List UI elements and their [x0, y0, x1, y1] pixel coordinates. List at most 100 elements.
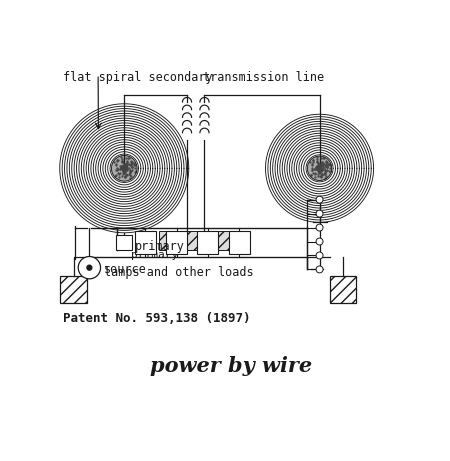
Point — [116, 170, 123, 177]
Point — [313, 164, 320, 171]
Point — [122, 168, 129, 175]
Point — [111, 158, 118, 165]
Point — [123, 165, 130, 172]
Circle shape — [316, 266, 323, 273]
Point — [321, 162, 328, 169]
Point — [128, 163, 135, 171]
Point — [317, 173, 324, 180]
Point — [123, 166, 130, 174]
Point — [315, 165, 323, 173]
Point — [316, 162, 323, 169]
Point — [118, 162, 126, 169]
Point — [129, 166, 136, 173]
Bar — [166, 231, 187, 254]
Point — [316, 172, 324, 179]
Point — [124, 165, 131, 172]
Circle shape — [316, 238, 323, 245]
Point — [325, 160, 333, 167]
Point — [311, 171, 318, 178]
Point — [316, 165, 323, 172]
Point — [120, 169, 127, 176]
Point — [318, 171, 325, 178]
Point — [317, 154, 324, 162]
Point — [120, 168, 127, 176]
Circle shape — [316, 196, 323, 203]
Point — [121, 165, 128, 172]
Point — [123, 171, 130, 178]
Point — [309, 166, 316, 174]
Point — [126, 162, 134, 169]
Point — [313, 162, 320, 170]
Point — [118, 157, 125, 164]
Point — [319, 165, 326, 172]
Text: flat spiral secondary: flat spiral secondary — [63, 71, 213, 83]
Point — [127, 161, 135, 168]
Point — [318, 166, 325, 174]
Text: primary: primary — [135, 240, 184, 253]
Circle shape — [307, 156, 332, 180]
Point — [322, 167, 329, 175]
Point — [129, 163, 136, 171]
Point — [318, 170, 325, 177]
Circle shape — [316, 252, 323, 259]
Bar — [330, 277, 356, 302]
Circle shape — [87, 265, 92, 270]
Point — [316, 164, 323, 171]
Point — [120, 167, 127, 175]
Bar — [117, 235, 132, 250]
Text: power by wire: power by wire — [149, 356, 312, 376]
Point — [120, 165, 127, 173]
Point — [322, 161, 329, 169]
Point — [122, 160, 130, 167]
Point — [318, 164, 325, 171]
Point — [121, 165, 128, 172]
Point — [312, 163, 319, 170]
Point — [323, 159, 330, 166]
Point — [126, 167, 134, 174]
Point — [115, 165, 122, 172]
Point — [128, 163, 135, 170]
Point — [312, 165, 319, 172]
Point — [321, 174, 328, 181]
Point — [322, 171, 329, 178]
Point — [112, 161, 120, 169]
Point — [315, 168, 323, 176]
Circle shape — [316, 210, 323, 217]
Point — [117, 165, 124, 172]
Point — [321, 166, 328, 174]
Point — [126, 168, 133, 176]
Point — [122, 162, 130, 170]
Point — [121, 164, 128, 171]
Point — [312, 170, 319, 177]
Point — [129, 158, 136, 165]
Point — [319, 166, 326, 174]
Point — [124, 160, 131, 167]
Point — [130, 160, 138, 167]
Point — [118, 165, 126, 172]
Point — [317, 162, 324, 170]
Point — [314, 165, 321, 173]
Point — [112, 166, 119, 173]
Point — [323, 160, 330, 167]
Point — [311, 173, 318, 180]
Point — [131, 161, 139, 169]
Point — [320, 160, 328, 168]
Point — [314, 159, 321, 166]
Point — [317, 160, 324, 168]
Point — [132, 167, 140, 175]
Point — [316, 165, 323, 172]
Point — [118, 159, 126, 166]
Point — [314, 172, 321, 180]
Point — [131, 164, 139, 171]
Point — [122, 162, 130, 170]
Point — [120, 165, 127, 173]
Point — [127, 171, 134, 178]
Point — [122, 173, 129, 181]
Point — [122, 162, 129, 170]
Bar — [135, 231, 156, 254]
Point — [122, 173, 129, 181]
Point — [126, 164, 133, 171]
Point — [121, 172, 128, 180]
Point — [317, 166, 324, 173]
Point — [314, 165, 321, 172]
